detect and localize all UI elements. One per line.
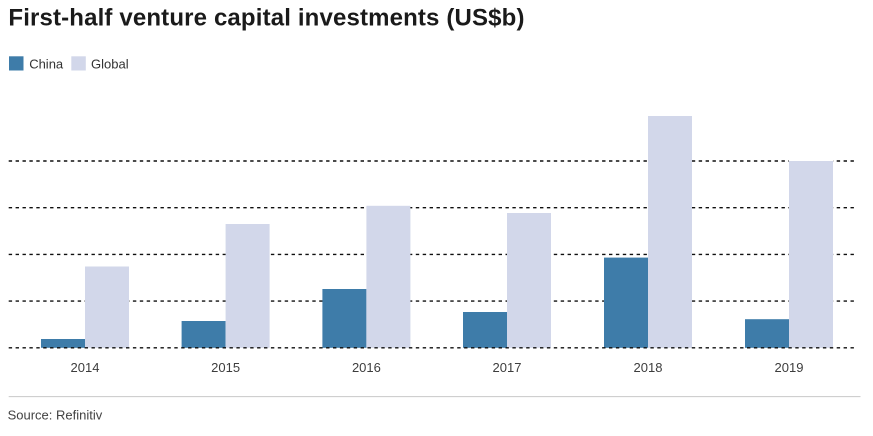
svg-text:2017: 2017 (493, 360, 522, 375)
svg-text:2014: 2014 (71, 360, 100, 375)
svg-text:2018: 2018 (634, 360, 663, 375)
svg-text:Global: Global (91, 56, 129, 71)
svg-text:Source: Refinitiv: Source: Refinitiv (8, 408, 103, 423)
svg-text:China: China (29, 56, 64, 71)
svg-text:First-half venture capital inv: First-half venture capital investments (… (8, 4, 524, 31)
svg-text:2016: 2016 (352, 360, 381, 375)
svg-text:2015: 2015 (211, 360, 240, 375)
svg-text:2019: 2019 (775, 360, 804, 375)
